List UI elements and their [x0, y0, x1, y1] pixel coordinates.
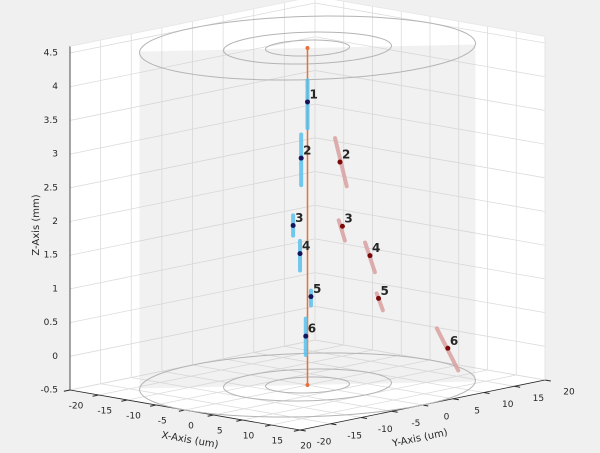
x-axis-label: X-Axis (um) [161, 430, 220, 451]
tick [544, 379, 551, 382]
point [376, 295, 382, 301]
grid-line [314, 272, 546, 314]
y-tick-label: 5 [474, 406, 480, 416]
y-tick-label: 15 [533, 394, 544, 404]
grid-line [69, 238, 316, 290]
x-tick-label: -20 [69, 402, 84, 412]
z-tick-label: 0 [52, 352, 58, 362]
x-tick-label: 15 [272, 437, 283, 447]
grid-line [69, 137, 316, 189]
z-tick-label: 3.5 [44, 116, 58, 126]
y-tick-label: 20 [563, 388, 575, 398]
x-tick-label: 20 [300, 442, 312, 452]
point [298, 155, 304, 161]
grid-line [314, 238, 546, 280]
z-tick-label: 4 [52, 82, 58, 92]
point-label: 5 [381, 284, 389, 298]
point [367, 253, 373, 259]
grid-line [69, 272, 316, 323]
z-tick-label: 3 [52, 150, 58, 160]
point-label: 3 [344, 212, 352, 226]
point-label: 1 [310, 87, 318, 101]
x-tick-label: 10 [243, 432, 255, 442]
cylinder-ring [265, 376, 350, 394]
point-label: 5 [313, 282, 321, 296]
point [290, 222, 296, 228]
z-tick-label: -0.5 [40, 386, 58, 396]
y-tick-label: -5 [411, 419, 420, 429]
grid-line [69, 204, 316, 256]
z-tick-label: 2.5 [44, 183, 58, 193]
point-label: 2 [303, 144, 311, 158]
y-tick-label: 0 [444, 413, 450, 423]
cylinder-ring [223, 31, 392, 65]
point-label: 3 [295, 211, 303, 225]
point [445, 345, 451, 351]
point [297, 251, 303, 257]
point [339, 223, 345, 229]
grid-line [314, 103, 546, 145]
y-axis-label: Y-Axis (um) [391, 427, 449, 450]
grid-line [314, 305, 546, 347]
x-tick-label: 0 [188, 422, 194, 432]
center-line-end [305, 383, 310, 387]
y-tick-label: -20 [317, 438, 332, 448]
point [308, 294, 314, 300]
tick [63, 389, 71, 392]
grid-line [69, 36, 316, 88]
y-tick-label: 10 [502, 400, 514, 410]
point-label: 6 [450, 334, 458, 348]
cylinder-ring [223, 368, 392, 402]
box-edge [333, 0, 546, 37]
point-label: 4 [372, 241, 380, 255]
x-tick-label: -10 [126, 412, 141, 422]
cylinder-ring [139, 15, 476, 81]
grid-line [69, 70, 316, 121]
grid-line [314, 171, 546, 212]
x-tick-label: -5 [158, 417, 167, 427]
point [305, 99, 310, 105]
z-tick-label: 1 [52, 284, 58, 294]
z-tick-label: 4.5 [44, 49, 58, 59]
z-axis-label: Z-Axis (mm) [31, 194, 42, 255]
y-tick-label: -10 [378, 425, 393, 435]
grid-line [314, 36, 546, 78]
x-tick-label: -15 [97, 407, 112, 417]
x-tick-label: 5 [217, 427, 223, 437]
center-line-end [305, 46, 310, 51]
grid-line [69, 171, 316, 222]
point-label: 4 [302, 239, 310, 253]
z-tick-label: 2 [52, 217, 58, 227]
bar [336, 218, 347, 243]
grid-line [314, 204, 546, 246]
point [303, 333, 309, 339]
grid-line [69, 103, 316, 155]
grid-line [69, 305, 316, 357]
z-tick-label: 0.5 [44, 318, 58, 328]
box-edge [69, 0, 299, 47]
grid-line [314, 137, 546, 179]
y-tick-label: -15 [347, 431, 362, 441]
z-tick-label: 1.5 [44, 251, 58, 261]
point [337, 159, 343, 165]
cylinder-ring [139, 352, 476, 418]
point-label: 2 [342, 148, 350, 162]
point-label: 6 [308, 322, 316, 336]
cylinder-ring [265, 39, 350, 57]
